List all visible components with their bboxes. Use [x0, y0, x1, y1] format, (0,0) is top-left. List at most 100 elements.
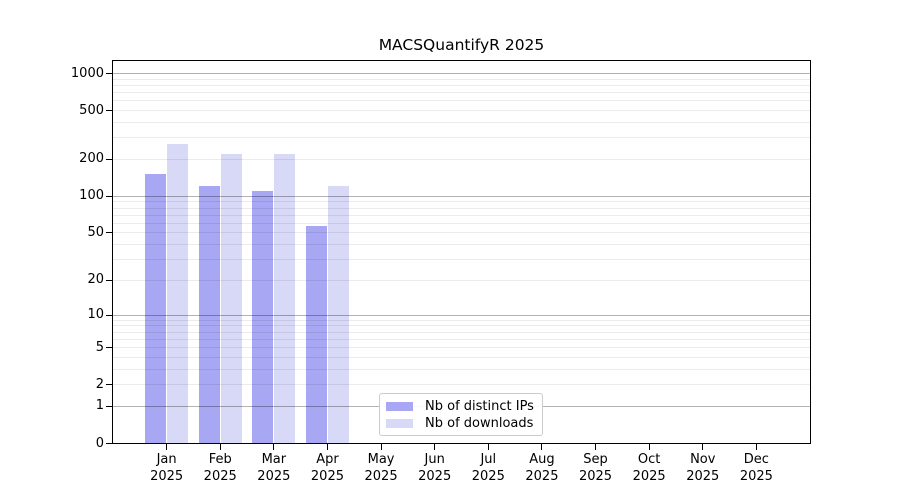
gridline-minor: [113, 100, 810, 102]
x-tick-month: Jun: [424, 452, 445, 467]
x-tick-label: Jul 2025: [460, 452, 516, 485]
x-tick-year: 2025: [364, 468, 398, 484]
y-tick-mark: [106, 195, 113, 197]
x-tick-mark: [434, 444, 436, 450]
x-tick-year: 2025: [418, 468, 452, 484]
y-tick-label: 0: [95, 435, 104, 451]
y-tick-label: 1000: [70, 65, 104, 81]
x-tick-year: 2025: [150, 468, 184, 484]
x-tick-year: 2025: [310, 468, 344, 484]
x-tick-mark: [595, 444, 597, 450]
legend-label-downloads: Nb of downloads: [425, 415, 534, 431]
gridline-minor: [113, 92, 810, 94]
gridline-minor: [113, 110, 810, 112]
legend-label-distinct-ips: Nb of distinct IPs: [425, 398, 534, 414]
bar-distinct-ips-feb: [198, 186, 220, 443]
chart-title: MACSQuantifyR 2025: [378, 36, 545, 54]
x-tick-label: May 2025: [353, 452, 409, 485]
x-tick-month: Sep: [583, 452, 608, 467]
top-spine: [112, 60, 811, 61]
x-tick-month: Aug: [529, 452, 555, 467]
left-spine: [112, 60, 113, 444]
x-tick-mark: [219, 444, 221, 450]
x-tick-mark: [541, 444, 543, 450]
x-tick-mark: [487, 444, 489, 450]
right-spine: [810, 60, 811, 444]
x-tick-label: Nov 2025: [675, 452, 731, 485]
y-tick-mark: [106, 232, 113, 234]
x-tick-month: Jan: [156, 452, 177, 467]
y-tick-label: 500: [79, 102, 104, 118]
bar-downloads-apr: [327, 186, 349, 443]
gridline-major: [113, 73, 810, 74]
x-tick-year: 2025: [739, 468, 773, 484]
x-tick-month: Dec: [743, 452, 769, 467]
legend-swatch-downloads: [386, 418, 413, 428]
bar-downloads-feb: [220, 153, 242, 443]
x-tick-mark: [166, 444, 168, 450]
y-tick-label: 50: [87, 224, 104, 240]
x-tick-month: Jul: [480, 452, 497, 467]
x-tick-label: Jan 2025: [139, 452, 195, 485]
bar-distinct-ips-jan: [145, 174, 167, 443]
y-tick-label: 1: [95, 398, 104, 414]
y-tick-mark: [106, 73, 113, 74]
y-tick-label: 10: [87, 307, 104, 323]
gridline-minor: [113, 121, 810, 123]
gridline-minor: [113, 78, 810, 80]
legend-item-distinct-ips: Nb of distinct IPs: [386, 400, 536, 413]
x-tick-label: Feb 2025: [192, 452, 248, 485]
x-tick-year: 2025: [578, 468, 613, 484]
bar-downloads-jan: [167, 143, 189, 443]
x-tick-month: Oct: [637, 452, 661, 467]
x-tick-month: Feb: [208, 452, 232, 467]
y-tick-mark: [106, 314, 113, 316]
x-tick-label: Mar 2025: [246, 452, 302, 485]
x-tick-year: 2025: [632, 468, 666, 484]
x-tick-mark: [380, 444, 382, 450]
x-tick-year: 2025: [257, 468, 291, 484]
legend-swatch-distinct-ips: [386, 401, 413, 411]
x-tick-label: Jun 2025: [407, 452, 463, 485]
x-tick-month: May: [367, 452, 395, 467]
x-tick-year: 2025: [471, 468, 505, 484]
y-tick-mark: [106, 347, 113, 349]
x-tick-mark: [326, 444, 328, 450]
y-tick-label: 100: [79, 188, 104, 204]
bar-distinct-ips-apr: [305, 226, 327, 443]
bottom-spine: [112, 443, 811, 444]
y-tick-label: 200: [79, 151, 104, 167]
x-tick-year: 2025: [525, 468, 559, 484]
x-tick-label: Sep 2025: [568, 452, 624, 485]
x-tick-mark: [702, 444, 704, 450]
y-tick-label: 2: [95, 376, 104, 392]
y-tick-mark: [106, 158, 113, 160]
x-tick-year: 2025: [686, 468, 720, 484]
y-tick-mark: [106, 443, 113, 444]
gridline-minor: [113, 158, 810, 160]
x-tick-month: Mar: [261, 452, 287, 467]
y-tick-mark: [106, 279, 113, 281]
y-tick-mark: [106, 384, 113, 386]
x-tick-label: Dec 2025: [728, 452, 784, 485]
bar-distinct-ips-mar: [252, 190, 274, 443]
y-tick-mark: [106, 405, 113, 407]
gridline-minor: [113, 137, 810, 139]
x-tick-mark: [273, 444, 275, 450]
y-tick-label: 5: [95, 339, 104, 355]
legend: Nb of distinct IPs Nb of downloads: [379, 393, 543, 436]
y-tick-label: 20: [87, 272, 104, 288]
plot-area: [113, 61, 810, 443]
bar-downloads-mar: [274, 153, 296, 443]
x-tick-label: Oct 2025: [621, 452, 677, 485]
x-tick-label: Apr 2025: [299, 452, 355, 485]
x-tick-mark: [755, 444, 757, 450]
x-tick-month: Nov: [690, 452, 716, 467]
legend-item-downloads: Nb of downloads: [386, 417, 536, 430]
x-tick-label: Aug 2025: [514, 452, 570, 485]
x-tick-year: 2025: [203, 468, 237, 484]
y-tick-mark: [106, 110, 113, 112]
gridline-minor: [113, 84, 810, 86]
x-tick-month: Apr: [316, 452, 339, 467]
